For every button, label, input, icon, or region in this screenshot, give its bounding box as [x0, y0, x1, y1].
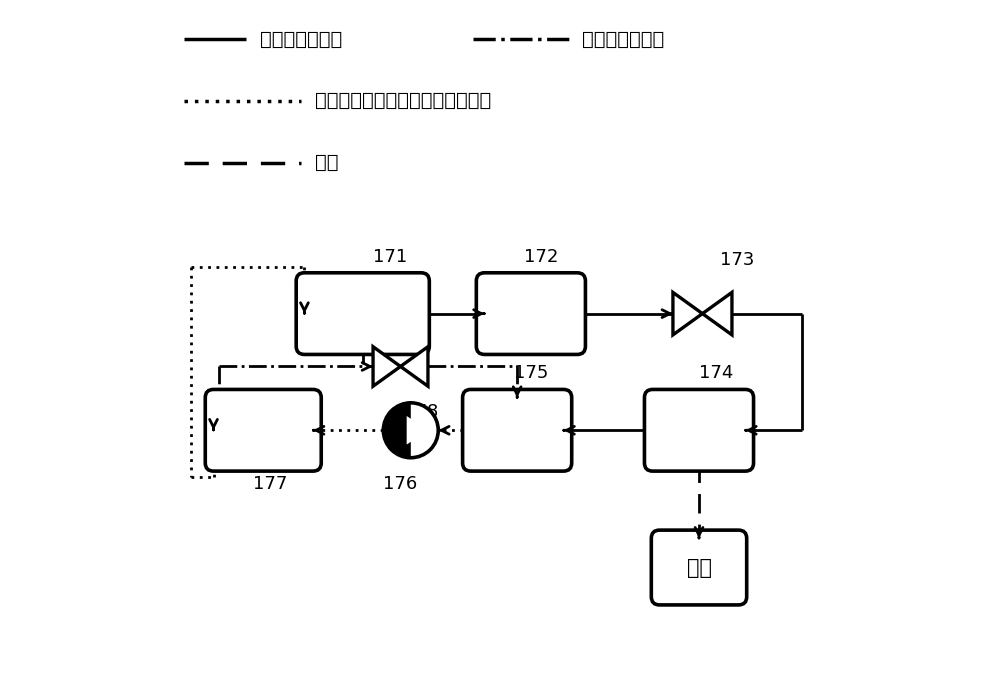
Text: 吸收剂循环路径: 吸收剂循环路径 [582, 30, 665, 49]
Text: 175: 175 [514, 364, 548, 382]
Text: 176: 176 [383, 475, 418, 493]
Text: 制冷剂循环路径: 制冷剂循环路径 [260, 30, 342, 49]
Text: 177: 177 [253, 475, 287, 493]
FancyBboxPatch shape [463, 389, 572, 471]
Text: 172: 172 [524, 247, 558, 265]
Polygon shape [407, 416, 429, 444]
Polygon shape [673, 292, 702, 335]
FancyBboxPatch shape [296, 273, 429, 354]
Text: 制冷剂与吸收剂混合溶液循环路径: 制冷剂与吸收剂混合溶液循环路径 [315, 92, 491, 110]
FancyBboxPatch shape [651, 530, 747, 605]
Text: 制冷: 制冷 [315, 153, 338, 172]
Polygon shape [702, 292, 732, 335]
Text: 171: 171 [373, 247, 407, 265]
Polygon shape [373, 347, 400, 387]
Polygon shape [383, 403, 411, 457]
FancyBboxPatch shape [476, 273, 585, 354]
Text: 174: 174 [699, 364, 733, 382]
Polygon shape [400, 347, 428, 387]
FancyBboxPatch shape [205, 389, 321, 471]
FancyBboxPatch shape [644, 389, 754, 471]
Text: 制冷: 制冷 [687, 557, 712, 577]
Circle shape [383, 403, 438, 457]
Text: 178: 178 [404, 403, 438, 421]
Text: 173: 173 [720, 251, 754, 269]
